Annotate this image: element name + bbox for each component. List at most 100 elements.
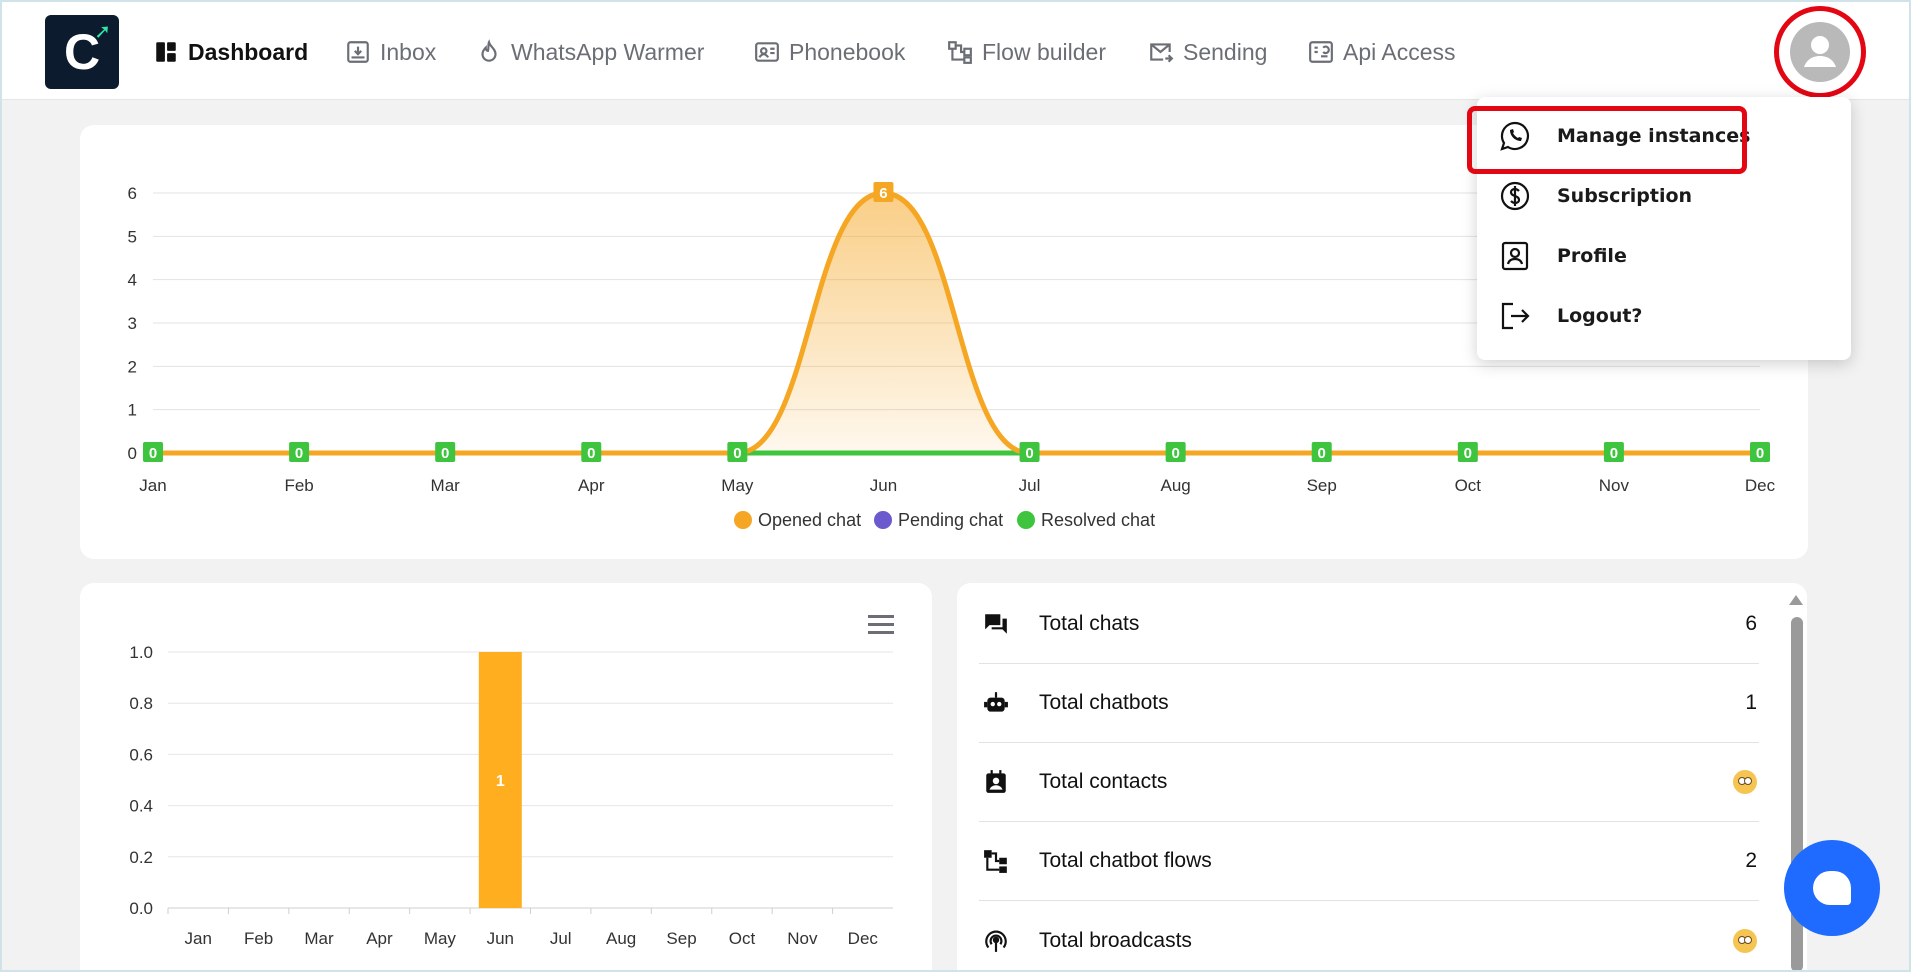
data-label-box [727, 442, 748, 462]
x-tick-label: Jun [487, 929, 514, 948]
x-tick-label: Feb [244, 929, 273, 948]
data-label: 0 [1610, 445, 1618, 462]
data-label-box [1750, 442, 1770, 462]
x-tick-label: Mar [431, 476, 461, 495]
chart-menu-icon[interactable] [868, 615, 894, 635]
y-tick-label: 5 [128, 227, 137, 246]
profile-card-icon [1501, 241, 1529, 271]
bar-chart: 0.0 0.2 0.4 0.6 0.8 1.0 Jan Feb Mar Apr May Jun 1 Jul… [129, 643, 893, 948]
contacts-icon [986, 770, 1006, 793]
legend-marker [734, 511, 752, 529]
nav-whatsapp-warmer[interactable]: WhatsApp Warmer [476, 36, 704, 68]
nav-sending[interactable]: Sending [1148, 36, 1267, 68]
x-tick-label: Jan [184, 929, 211, 948]
bar-data-label: 1 [496, 773, 505, 790]
flame-icon [481, 39, 497, 62]
robot-icon [984, 692, 1008, 712]
data-label: 0 [295, 445, 303, 462]
x-tick-label: Oct [729, 929, 756, 948]
legend-label: Pending chat [898, 510, 1003, 530]
menu-item-manage-instances[interactable]: Manage instances [1491, 109, 1831, 163]
x-tick-label: Sep [666, 929, 696, 948]
flow-icon [948, 41, 972, 64]
stat-label: Total chatbot flows [1039, 849, 1212, 872]
chat-icon [985, 614, 1007, 634]
nav-whatsapp-warmer-label: WhatsApp Warmer [511, 38, 705, 65]
stat-label: Total contacts [1039, 770, 1168, 793]
x-tick-label: Jul [1019, 476, 1041, 495]
stat-label: Total chatbots [1039, 691, 1169, 714]
whatsapp-icon [1500, 121, 1530, 151]
stat-value: 1 [1745, 691, 1757, 714]
nav-phonebook[interactable]: Phonebook [754, 36, 905, 68]
user-icon [1804, 36, 1836, 67]
menu-item-subscription[interactable]: Subscription [1491, 169, 1831, 223]
y-tick-label: 0.4 [129, 797, 153, 816]
stat-value: 2 [1745, 849, 1757, 872]
legend-label: Resolved chat [1041, 510, 1155, 530]
x-tick-label: Jun [870, 476, 897, 495]
top-navbar: C ➚ Dashboard Inbox WhatsApp Warmer Phon… [0, 0, 1911, 100]
flow-icon [984, 850, 1007, 873]
nav-inbox-label: Inbox [380, 38, 437, 65]
nav-dashboard[interactable]: Dashboard [153, 36, 308, 68]
x-tick-label: Aug [1161, 476, 1191, 495]
x-tick-label: Nov [1599, 476, 1630, 495]
x-tick-label: May [424, 929, 457, 948]
menu-item-label: Profile [1557, 245, 1627, 267]
user-avatar[interactable] [1790, 22, 1850, 82]
app-logo[interactable]: C ➚ [45, 15, 119, 89]
x-tick-label: Dec [848, 929, 879, 948]
data-label: 0 [1464, 445, 1472, 462]
menu-item-profile[interactable]: Profile [1491, 229, 1831, 283]
x-tick-label: Sep [1307, 476, 1337, 495]
data-label: 0 [441, 445, 449, 462]
data-label: 0 [1756, 445, 1764, 462]
nav-api-access-label: Api Access [1343, 38, 1456, 65]
stat-total-broadcasts: Total broadcasts [979, 901, 1759, 972]
menu-item-logout[interactable]: Logout? [1491, 289, 1831, 343]
api-icon [1309, 41, 1333, 63]
send-mail-icon [1150, 43, 1174, 63]
logo-letter: C [63, 24, 101, 80]
y-tick-label: 1.0 [129, 643, 153, 662]
dashboard-icon [156, 42, 176, 62]
x-tick-label: May [721, 476, 754, 495]
nav-inbox[interactable]: Inbox [345, 36, 436, 68]
menu-item-label: Manage instances [1557, 125, 1751, 147]
stat-label: Total chats [1039, 612, 1140, 635]
rolling-eyes-emoji-icon [1733, 928, 1757, 953]
rolling-eyes-emoji-icon [1733, 770, 1757, 794]
stats-card: Total chats 6 Total chatbots 1 Total con… [957, 583, 1807, 972]
y-tick-label: 0.2 [129, 848, 153, 867]
x-tick-label: Dec [1745, 476, 1776, 495]
legend-marker [1017, 511, 1035, 529]
nav-dashboard-label: Dashboard [188, 38, 309, 65]
x-tick-label: Apr [578, 476, 605, 495]
y-tick-label: 1 [128, 401, 137, 420]
x-tick-label: Aug [606, 929, 636, 948]
nav-flow-builder-label: Flow builder [982, 38, 1106, 65]
nav-flow-builder[interactable]: Flow builder [947, 36, 1106, 68]
y-tick-label: 0.6 [129, 745, 153, 764]
data-label-box [289, 442, 310, 462]
profile-dropdown-menu: Manage instances Subscription Profile Lo… [1477, 97, 1851, 360]
scroll-up-arrow[interactable] [1789, 595, 1803, 605]
stat-total-contacts: Total contacts [979, 743, 1759, 822]
chat-widget-button[interactable] [1784, 840, 1880, 936]
x-tick-label: Nov [787, 929, 818, 948]
data-label: 0 [149, 445, 157, 462]
y-tick-label: 0.0 [129, 899, 153, 918]
nav-sending-label: Sending [1183, 38, 1268, 65]
data-label: 0 [587, 445, 595, 462]
y-tick-label: 2 [128, 357, 137, 376]
nav-phonebook-label: Phonebook [789, 38, 906, 65]
stat-total-chatbots: Total chatbots 1 [979, 664, 1759, 743]
data-label-box [1457, 442, 1478, 462]
stat-label: Total broadcasts [1039, 928, 1192, 952]
broadcast-icon [985, 930, 1007, 952]
bar [478, 652, 522, 908]
data-label-box [1311, 442, 1332, 462]
nav-api-access[interactable]: Api Access [1308, 36, 1456, 68]
y-tick-label: 4 [128, 271, 137, 290]
